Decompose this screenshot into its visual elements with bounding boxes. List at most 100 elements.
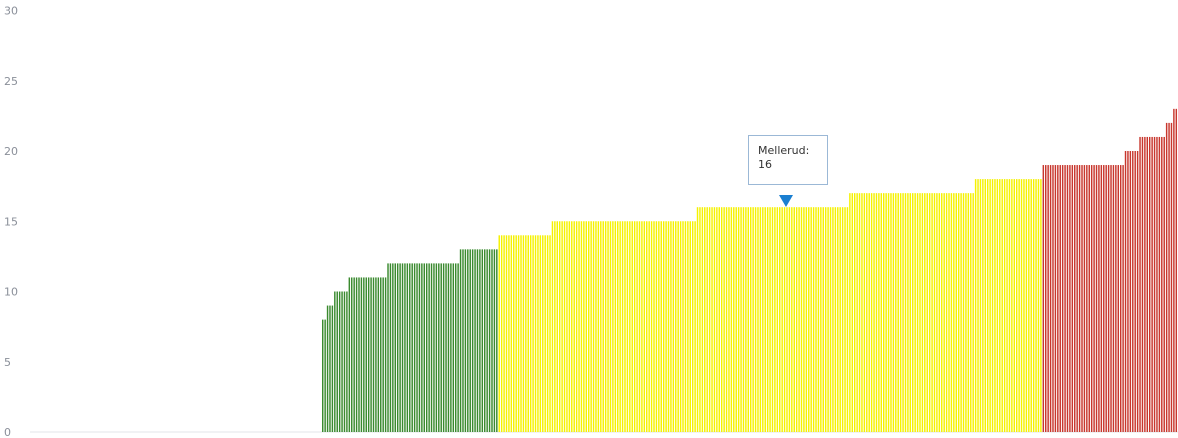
bar-low[interactable] <box>392 263 394 432</box>
bar-mid[interactable] <box>986 179 989 432</box>
bar-mid[interactable] <box>694 221 696 432</box>
bar-mid[interactable] <box>542 235 544 432</box>
bar-mid[interactable] <box>539 235 542 432</box>
bar-mid[interactable] <box>916 193 919 432</box>
bar-mid[interactable] <box>928 193 931 432</box>
bar-mid[interactable] <box>933 193 936 432</box>
bar-high[interactable] <box>1042 165 1045 433</box>
bar-mid[interactable] <box>592 221 595 432</box>
bar-mid[interactable] <box>590 221 592 432</box>
bar-mid[interactable] <box>711 207 713 432</box>
bar-high[interactable] <box>1156 136 1158 432</box>
bar-mid[interactable] <box>781 207 783 432</box>
bar-high[interactable] <box>1127 151 1129 432</box>
bar-mid[interactable] <box>771 207 774 432</box>
bar-mid[interactable] <box>597 221 600 432</box>
bar-mid[interactable] <box>870 193 873 432</box>
bar-mid[interactable] <box>926 193 928 432</box>
bar-mid[interactable] <box>950 193 953 432</box>
bar-high[interactable] <box>1071 165 1074 433</box>
bar-low[interactable] <box>360 277 363 432</box>
bar-high[interactable] <box>1115 165 1117 433</box>
bar-low[interactable] <box>363 277 365 432</box>
bar-high[interactable] <box>1049 165 1052 433</box>
bar-high[interactable] <box>1090 165 1093 433</box>
bar-mid[interactable] <box>793 207 795 432</box>
bar-low[interactable] <box>372 277 375 432</box>
bar-mid[interactable] <box>607 221 609 432</box>
bar-low[interactable] <box>413 263 416 432</box>
bar-mid[interactable] <box>575 221 578 432</box>
bar-mid[interactable] <box>769 207 771 432</box>
bar-mid[interactable] <box>791 207 793 432</box>
bar-mid[interactable] <box>609 221 612 432</box>
bar-mid[interactable] <box>631 221 633 432</box>
bar-mid[interactable] <box>646 221 648 432</box>
bar-mid[interactable] <box>762 207 764 432</box>
bar-mid[interactable] <box>960 193 962 432</box>
bar-mid[interactable] <box>708 207 711 432</box>
bar-high[interactable] <box>1163 136 1165 432</box>
bar-mid[interactable] <box>571 221 573 432</box>
bar-mid[interactable] <box>989 179 991 432</box>
bar-mid[interactable] <box>573 221 575 432</box>
bar-mid[interactable] <box>795 207 798 432</box>
bar-mid[interactable] <box>849 193 851 432</box>
bar-low[interactable] <box>348 277 351 432</box>
bar-high[interactable] <box>1064 165 1066 433</box>
bar-mid[interactable] <box>534 235 537 432</box>
bar-low[interactable] <box>474 249 476 432</box>
bar-mid[interactable] <box>696 207 699 432</box>
bar-mid[interactable] <box>636 221 638 432</box>
bar-low[interactable] <box>425 263 428 432</box>
bar-low[interactable] <box>377 277 380 432</box>
bar-low[interactable] <box>384 277 387 432</box>
bar-mid[interactable] <box>720 207 723 432</box>
bar-mid[interactable] <box>740 207 742 432</box>
bar-mid[interactable] <box>619 221 621 432</box>
bar-low[interactable] <box>428 263 430 432</box>
bar-mid[interactable] <box>815 207 817 432</box>
bar-mid[interactable] <box>733 207 735 432</box>
bar-mid[interactable] <box>723 207 725 432</box>
bar-mid[interactable] <box>827 207 829 432</box>
bar-low[interactable] <box>367 277 370 432</box>
bar-low[interactable] <box>324 319 326 432</box>
bar-high[interactable] <box>1139 136 1141 432</box>
bar-high[interactable] <box>1059 165 1061 433</box>
bar-mid[interactable] <box>544 235 546 432</box>
bar-mid[interactable] <box>902 193 904 432</box>
bar-mid[interactable] <box>957 193 960 432</box>
bar-mid[interactable] <box>587 221 590 432</box>
bar-mid[interactable] <box>532 235 534 432</box>
bar-mid[interactable] <box>841 207 844 432</box>
bar-low[interactable] <box>389 263 392 432</box>
bar-mid[interactable] <box>658 221 660 432</box>
bar-mid[interactable] <box>551 221 554 432</box>
bar-mid[interactable] <box>974 179 977 432</box>
bar-mid[interactable] <box>759 207 762 432</box>
bar-mid[interactable] <box>629 221 631 432</box>
bar-mid[interactable] <box>1020 179 1023 432</box>
bar-high[interactable] <box>1122 165 1124 433</box>
bar-mid[interactable] <box>561 221 563 432</box>
bar-mid[interactable] <box>742 207 745 432</box>
bar-mid[interactable] <box>861 193 863 432</box>
bar-mid[interactable] <box>764 207 766 432</box>
bar-mid[interactable] <box>931 193 933 432</box>
bar-high[interactable] <box>1134 151 1136 432</box>
bar-mid[interactable] <box>766 207 769 432</box>
bar-mid[interactable] <box>810 207 812 432</box>
bar-mid[interactable] <box>600 221 602 432</box>
bar-mid[interactable] <box>638 221 641 432</box>
bar-mid[interactable] <box>546 235 549 432</box>
bar-mid[interactable] <box>566 221 568 432</box>
bar-mid[interactable] <box>670 221 672 432</box>
bar-mid[interactable] <box>747 207 750 432</box>
bar-mid[interactable] <box>943 193 945 432</box>
bar-high[interactable] <box>1083 165 1086 433</box>
bar-mid[interactable] <box>788 207 791 432</box>
bar-low[interactable] <box>394 263 396 432</box>
bar-high[interactable] <box>1146 136 1149 432</box>
bar-high[interactable] <box>1105 165 1107 433</box>
